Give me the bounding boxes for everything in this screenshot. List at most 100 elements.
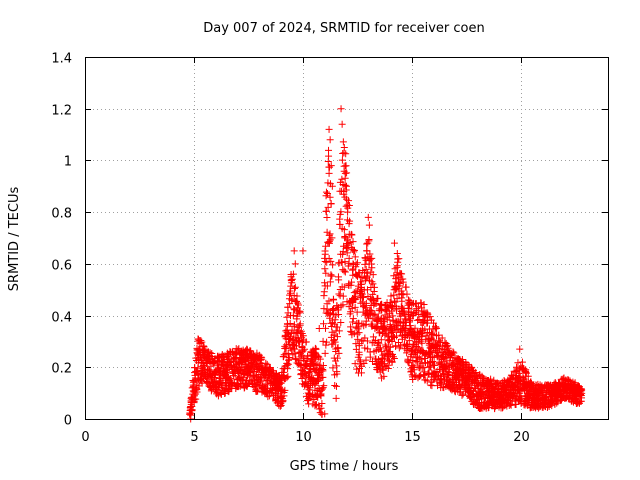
- data-point: [377, 307, 385, 315]
- data-point: [433, 324, 441, 332]
- data-point: [264, 393, 272, 401]
- data-point: [450, 349, 458, 357]
- data-point: [492, 380, 500, 388]
- data-point: [348, 304, 356, 312]
- data-point: [337, 105, 345, 113]
- data-point: [206, 349, 214, 357]
- data-point: [327, 200, 335, 208]
- data-point: [393, 332, 401, 340]
- data-point: [311, 381, 319, 389]
- data-point: [326, 163, 334, 171]
- data-point: [399, 278, 407, 286]
- data-point: [296, 320, 304, 328]
- data-point: [380, 318, 388, 326]
- data-point: [333, 333, 341, 341]
- data-point: [299, 247, 307, 255]
- data-point: [388, 358, 396, 366]
- data-point: [430, 353, 438, 361]
- data-point: [289, 270, 297, 278]
- data-point: [430, 319, 438, 327]
- data-point: [385, 313, 393, 321]
- data-point: [395, 344, 403, 352]
- data-point: [374, 313, 382, 321]
- data-point: [384, 303, 392, 311]
- data-point: [381, 341, 389, 349]
- data-point: [385, 349, 393, 357]
- x-axis-label: GPS time / hours: [290, 459, 399, 474]
- data-point: [377, 347, 385, 355]
- data-point: [322, 341, 330, 349]
- data-point: [188, 406, 196, 414]
- data-point: [340, 283, 348, 291]
- data-point: [340, 267, 348, 275]
- data-point: [412, 349, 420, 357]
- data-point: [291, 354, 299, 362]
- data-point: [357, 369, 365, 377]
- data-point: [342, 202, 350, 210]
- data-point: [327, 319, 335, 327]
- data-point: [368, 264, 376, 272]
- data-point: [363, 247, 371, 255]
- data-point: [402, 283, 410, 291]
- data-point: [359, 293, 367, 301]
- data-point: [392, 284, 400, 292]
- data-point: [420, 371, 428, 379]
- data-point: [401, 326, 409, 334]
- data-point: [449, 348, 457, 356]
- data-point: [339, 292, 347, 300]
- data-point: [361, 268, 369, 276]
- data-point: [417, 355, 425, 363]
- data-point: [329, 261, 337, 269]
- data-point: [338, 120, 346, 128]
- data-point: [470, 400, 478, 408]
- data-point: [325, 239, 333, 247]
- data-point: [355, 342, 363, 350]
- data-point: [429, 336, 437, 344]
- data-point: [349, 315, 357, 323]
- data-point: [420, 301, 428, 309]
- data-point: [321, 265, 329, 273]
- data-point: [348, 231, 356, 239]
- data-point: [409, 356, 417, 364]
- data-point: [364, 314, 372, 322]
- data-point: [294, 301, 302, 309]
- data-point: [339, 301, 347, 309]
- data-point: [390, 354, 398, 362]
- data-point: [342, 162, 350, 170]
- data-point: [279, 397, 287, 405]
- data-point: [477, 385, 485, 393]
- data-point: [291, 284, 299, 292]
- data-point: [285, 355, 293, 363]
- data-point: [341, 268, 349, 276]
- data-point: [522, 369, 530, 377]
- data-point: [277, 401, 285, 409]
- data-point: [355, 329, 363, 337]
- data-point: [323, 190, 331, 198]
- data-point: [340, 190, 348, 198]
- data-point: [406, 316, 414, 324]
- data-point: [332, 382, 340, 390]
- data-point: [321, 349, 329, 357]
- data-point: [325, 125, 333, 133]
- data-point: [226, 358, 234, 366]
- data-point: [326, 230, 334, 238]
- data-point: [340, 226, 348, 234]
- data-point: [315, 405, 323, 413]
- data-point: [290, 321, 298, 329]
- data-point: [369, 271, 377, 279]
- data-point: [336, 292, 344, 300]
- data-point: [428, 357, 436, 365]
- data-point: [366, 250, 374, 258]
- data-point: [280, 351, 288, 359]
- data-point: [328, 272, 336, 280]
- data-point: [414, 303, 422, 311]
- x-tick-label: 10: [295, 430, 312, 445]
- data-point: [320, 288, 328, 296]
- data-point: [424, 319, 432, 327]
- data-point: [381, 331, 389, 339]
- data-point: [258, 354, 266, 362]
- data-point: [331, 338, 339, 346]
- data-point: [336, 221, 344, 229]
- x-tick-label: 0: [81, 430, 89, 445]
